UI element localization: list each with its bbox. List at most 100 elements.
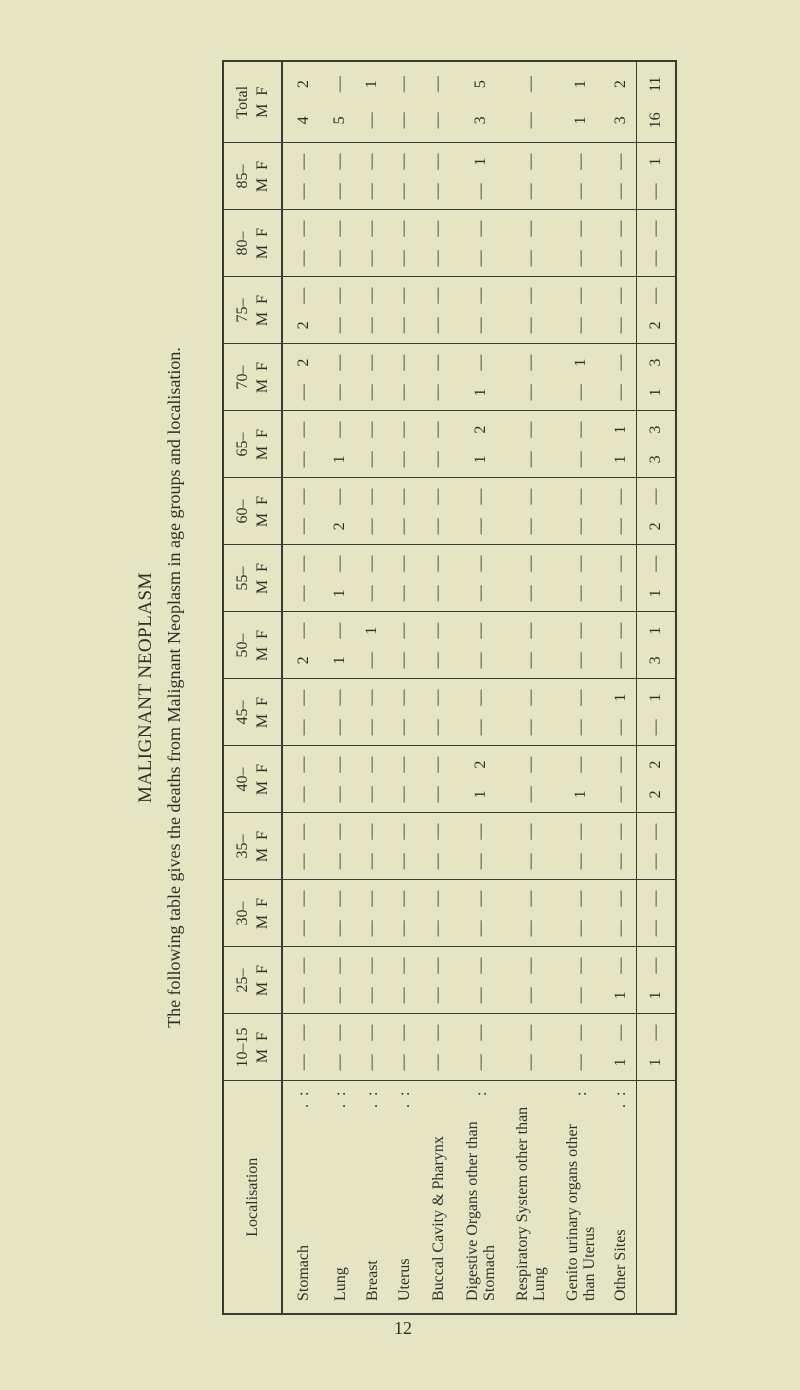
count-cell: —— xyxy=(420,545,456,612)
count-cell: —— xyxy=(506,813,556,880)
count-cell: —2 xyxy=(282,344,324,411)
table-row: Other Sites. :1— 1— —— —— —— —1 —— —— —— 11 —— —— ——… xyxy=(606,61,636,1314)
female-count: 1 xyxy=(646,157,664,166)
count-cell: 1— xyxy=(606,1014,636,1081)
male-count: — xyxy=(646,853,664,870)
count-cell: —— xyxy=(356,545,388,612)
age-group-header: 70– M F xyxy=(223,344,282,411)
male-count: — xyxy=(395,853,412,870)
label-wrap: Buccal Cavity & Pharynx xyxy=(430,1090,447,1301)
page-number: 12 xyxy=(394,1318,412,1338)
female-count: — xyxy=(472,823,489,840)
male-count: — xyxy=(522,1054,539,1071)
count-cell: —— xyxy=(420,813,456,880)
count-cell: —— xyxy=(456,813,506,880)
count-cell: —— xyxy=(356,411,388,478)
count-cell: —— xyxy=(324,210,356,277)
female-count: — xyxy=(522,220,539,237)
table-row: Digestive Organs other than Stomach: —— ——… xyxy=(456,61,506,1314)
female-count: — xyxy=(395,354,412,371)
male-count: — xyxy=(472,1054,489,1071)
male-count: — xyxy=(294,384,312,401)
male-count: — xyxy=(472,853,489,870)
count-cell: —— xyxy=(420,411,456,478)
count-cell: —— xyxy=(506,143,556,210)
male-count: — xyxy=(294,719,312,736)
header-row: Localisation 10–15 M F 25– M F 30– M F 35– M F 40… xyxy=(223,61,282,1314)
male-count: — xyxy=(522,384,539,401)
site-name: Lung xyxy=(331,1267,349,1301)
female-count: — xyxy=(363,756,380,773)
male-count: — xyxy=(522,250,539,267)
age-group-header: 55– M F xyxy=(223,545,282,612)
count-cell: —— xyxy=(388,947,420,1014)
female-count: — xyxy=(611,153,629,170)
male-count: — xyxy=(429,384,446,401)
count-cell: —— xyxy=(420,277,456,344)
count-cell: 35 xyxy=(456,61,506,143)
female-count: — xyxy=(294,287,312,304)
age-group-header: 60– M F xyxy=(223,478,282,545)
female-count: — xyxy=(522,421,539,438)
count-cell: —— xyxy=(556,545,606,612)
count-cell: —— xyxy=(420,344,456,411)
sex-label-f: F xyxy=(253,897,271,907)
table-row: Lung. : —— —— —— —— —— —— 1— 1— 2— 1— —— —— —— —— 5— xyxy=(324,61,356,1314)
male-count: — xyxy=(363,451,380,468)
male-count: — xyxy=(363,250,380,267)
count-cell: —— xyxy=(506,344,556,411)
dot-leader: . : xyxy=(363,1089,381,1108)
total-cell: 2— xyxy=(636,478,676,545)
male-count: 1 xyxy=(646,388,664,397)
male-count: — xyxy=(522,317,539,334)
count-cell: 2— xyxy=(282,612,324,679)
count-cell: 2— xyxy=(324,478,356,545)
age-group-label: 85– xyxy=(233,164,251,189)
female-count: — xyxy=(363,421,380,438)
male-count: — xyxy=(363,183,380,200)
female-count: — xyxy=(331,890,348,907)
male-count: — xyxy=(395,786,412,803)
female-count: — xyxy=(611,1024,629,1041)
count-cell: —— xyxy=(556,880,606,947)
age-group-header: 25– M F xyxy=(223,947,282,1014)
male-count: — xyxy=(611,786,629,803)
female-count: — xyxy=(646,890,664,907)
table-row: Buccal Cavity & Pharynx —— —— —— —— —— —— —— —— —… xyxy=(420,61,456,1314)
dot-leader: : xyxy=(572,1089,590,1096)
female-count: — xyxy=(472,354,489,371)
male-count: 5 xyxy=(331,116,348,125)
female-count: — xyxy=(331,622,348,639)
total-cell: 1— xyxy=(636,545,676,612)
female-count: 3 xyxy=(646,425,664,434)
female-count: — xyxy=(429,689,446,706)
female-count: — xyxy=(611,555,629,572)
male-count: — xyxy=(572,317,589,334)
sex-labels: M F xyxy=(253,62,273,143)
female-count: — xyxy=(522,689,539,706)
female-count: 1 xyxy=(472,157,489,166)
localisation-label: Uterus . : xyxy=(388,1081,420,1314)
female-count: — xyxy=(572,957,589,974)
male-count: — xyxy=(395,987,412,1004)
male-count: — xyxy=(429,250,446,267)
female-count: — xyxy=(472,220,489,237)
count-cell: —— xyxy=(282,947,324,1014)
female-count: — xyxy=(429,823,446,840)
male-count: — xyxy=(363,1054,380,1071)
age-group-label: 30– xyxy=(233,901,251,926)
age-group-header: 35– M F xyxy=(223,813,282,880)
sex-labels: M F xyxy=(253,546,273,612)
count-cell: —— xyxy=(606,210,636,277)
male-count: — xyxy=(472,585,489,602)
count-cell: —— xyxy=(282,143,324,210)
female-count: — xyxy=(522,1024,539,1041)
count-cell: —— xyxy=(506,612,556,679)
female-count: — xyxy=(395,622,412,639)
male-count: — xyxy=(646,250,664,267)
female-count: — xyxy=(429,622,446,639)
total-cell: —— xyxy=(636,813,676,880)
count-cell: —— xyxy=(420,478,456,545)
count-cell: —— xyxy=(282,210,324,277)
male-count: — xyxy=(294,987,312,1004)
